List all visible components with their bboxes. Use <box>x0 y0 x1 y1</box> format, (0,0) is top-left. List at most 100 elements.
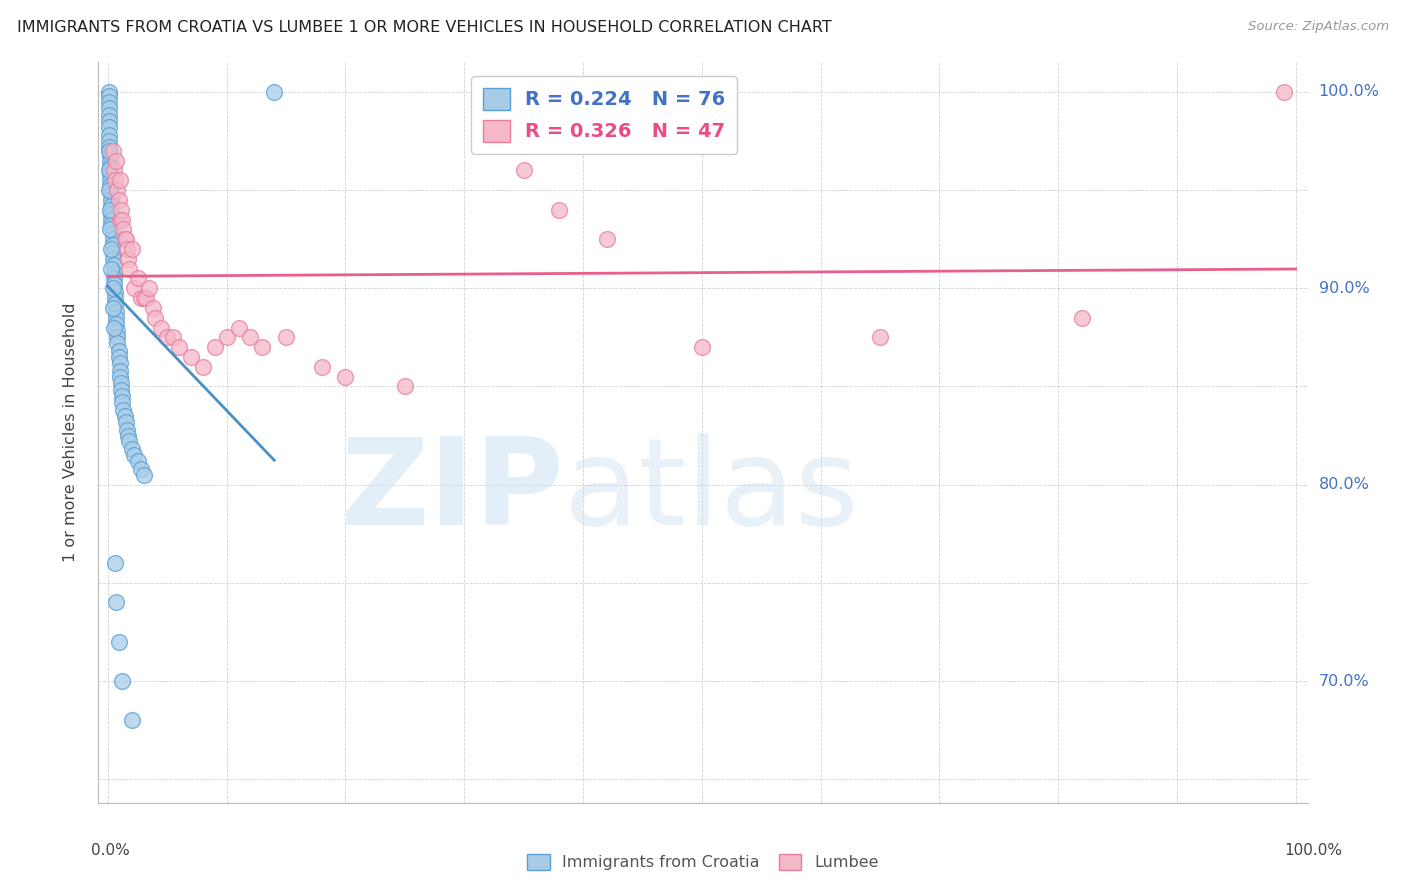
Point <box>156 330 179 344</box>
Point <box>274 330 297 344</box>
Point <box>98 167 121 181</box>
Point <box>98 173 121 187</box>
Point <box>150 320 173 334</box>
Legend: Immigrants from Croatia, Lumbee: Immigrants from Croatia, Lumbee <box>520 847 886 877</box>
Point <box>114 409 136 423</box>
Point <box>105 317 128 331</box>
Point <box>869 330 891 344</box>
Point <box>100 212 122 227</box>
Point <box>145 310 167 325</box>
Point <box>98 222 121 236</box>
Point <box>107 183 129 197</box>
Point <box>98 114 121 128</box>
Point <box>127 271 149 285</box>
Point <box>101 144 124 158</box>
Point <box>98 183 121 197</box>
Point <box>263 85 285 99</box>
Point <box>690 340 713 354</box>
Point <box>135 291 157 305</box>
Point <box>107 344 129 359</box>
Point <box>110 202 132 217</box>
Point <box>101 238 124 252</box>
Point <box>98 153 121 168</box>
Point <box>132 467 155 482</box>
Point <box>1272 85 1295 99</box>
Point <box>107 325 129 339</box>
Text: ZIP: ZIP <box>340 434 564 550</box>
Point <box>115 242 138 256</box>
Text: IMMIGRANTS FROM CROATIA VS LUMBEE 1 OR MORE VEHICLES IN HOUSEHOLD CORRELATION CH: IMMIGRANTS FROM CROATIA VS LUMBEE 1 OR M… <box>17 20 831 35</box>
Point <box>107 634 129 648</box>
Point <box>122 448 145 462</box>
Point <box>108 173 131 187</box>
Point <box>114 232 136 246</box>
Point <box>101 281 124 295</box>
Point <box>105 305 128 319</box>
Point <box>111 395 134 409</box>
Point <box>167 340 190 354</box>
Y-axis label: 1 or more Vehicles in Household: 1 or more Vehicles in Household <box>63 303 77 562</box>
Point <box>107 193 129 207</box>
Point <box>115 423 138 437</box>
Point <box>100 187 122 202</box>
Point <box>117 428 139 442</box>
Point <box>512 163 534 178</box>
Point <box>100 219 122 233</box>
Point <box>191 359 214 374</box>
Text: 90.0%: 90.0% <box>1319 281 1369 296</box>
Point <box>104 173 127 187</box>
Point <box>103 271 125 285</box>
Point <box>596 232 619 246</box>
Point <box>98 202 121 217</box>
Point <box>100 193 122 207</box>
Point <box>98 85 121 99</box>
Point <box>121 242 143 256</box>
Point <box>111 389 134 403</box>
Point <box>108 364 131 378</box>
Point <box>100 207 122 221</box>
Point <box>129 462 152 476</box>
Point <box>121 442 143 457</box>
Point <box>98 134 121 148</box>
Point <box>98 128 121 142</box>
Text: 80.0%: 80.0% <box>1319 477 1369 492</box>
Point <box>103 320 125 334</box>
Point <box>118 261 141 276</box>
Point <box>98 140 121 154</box>
Point <box>101 227 124 241</box>
Point <box>548 202 571 217</box>
Point <box>162 330 184 344</box>
Point <box>114 415 136 429</box>
Point <box>122 281 145 295</box>
Point <box>114 232 136 246</box>
Point <box>121 714 143 728</box>
Point <box>98 147 121 161</box>
Point <box>98 88 121 103</box>
Text: 70.0%: 70.0% <box>1319 673 1369 689</box>
Point <box>204 340 226 354</box>
Point <box>107 336 129 351</box>
Point <box>127 454 149 468</box>
Point <box>101 252 124 266</box>
Point <box>311 359 333 374</box>
Point <box>180 350 202 364</box>
Point <box>103 163 125 178</box>
Text: atlas: atlas <box>564 434 859 550</box>
Point <box>104 285 127 300</box>
Point <box>112 222 135 236</box>
Point <box>110 384 132 398</box>
Point <box>228 320 250 334</box>
Point <box>118 434 141 449</box>
Legend: R = 0.224   N = 76, R = 0.326   N = 47: R = 0.224 N = 76, R = 0.326 N = 47 <box>471 76 737 153</box>
Text: 0.0%: 0.0% <box>91 843 131 858</box>
Point <box>108 369 131 384</box>
Point <box>103 277 125 292</box>
Point <box>98 95 121 109</box>
Point <box>98 160 121 174</box>
Point <box>98 101 121 115</box>
Point <box>117 252 139 266</box>
Point <box>101 301 124 315</box>
Point <box>103 266 125 280</box>
Point <box>111 674 134 689</box>
Point <box>111 212 134 227</box>
